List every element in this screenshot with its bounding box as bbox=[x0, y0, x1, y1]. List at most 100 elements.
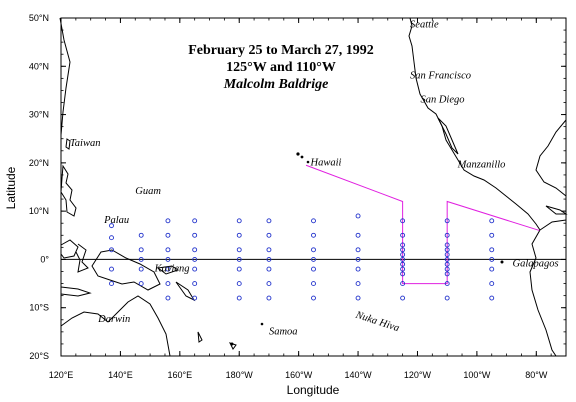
station-marker bbox=[192, 266, 198, 272]
place-label: Samoa bbox=[269, 326, 298, 337]
taiwan-outline bbox=[65, 138, 71, 150]
station-marker bbox=[489, 247, 495, 253]
station-marker bbox=[400, 295, 406, 301]
title-line-1: February 25 to March 27, 1992 bbox=[188, 43, 374, 58]
station-marker bbox=[138, 266, 144, 272]
station-marker bbox=[400, 256, 406, 262]
station-marker bbox=[489, 266, 495, 272]
station-marker bbox=[355, 256, 361, 262]
new-guinea-outline bbox=[91, 249, 161, 291]
station-marker bbox=[400, 266, 406, 272]
y-tick-label: 10°N bbox=[29, 206, 49, 216]
station-marker bbox=[355, 281, 361, 287]
station-marker bbox=[236, 256, 242, 262]
place-label: Hawaii bbox=[310, 157, 342, 168]
station-marker bbox=[138, 281, 144, 287]
station-marker bbox=[192, 256, 198, 262]
place-label: Palau bbox=[103, 215, 129, 226]
station-marker bbox=[266, 295, 272, 301]
fiji-island bbox=[230, 342, 234, 346]
hawaii-island-2 bbox=[300, 155, 304, 159]
y-tick-label: 40°N bbox=[29, 61, 49, 71]
station-marker bbox=[489, 281, 495, 287]
x-tick-label: 100°W bbox=[463, 370, 491, 380]
station-marker bbox=[266, 218, 272, 224]
station-marker bbox=[311, 247, 316, 253]
station-marker bbox=[109, 281, 114, 287]
station-marker bbox=[444, 266, 450, 272]
station-marker bbox=[192, 281, 198, 287]
stations-layer bbox=[109, 213, 495, 301]
station-marker bbox=[266, 232, 272, 238]
station-marker bbox=[266, 281, 272, 287]
x-tick-label: 120°W bbox=[404, 370, 432, 380]
station-marker bbox=[444, 252, 450, 258]
station-marker bbox=[165, 281, 171, 287]
station-marker bbox=[400, 242, 406, 248]
station-marker bbox=[444, 247, 450, 253]
station-marker bbox=[444, 281, 450, 287]
gulf-coast bbox=[535, 119, 567, 197]
y-tick-label: 20°N bbox=[29, 158, 49, 168]
place-label: Seattle bbox=[410, 20, 439, 31]
south-america-north bbox=[539, 219, 567, 231]
y-tick-label: 0° bbox=[40, 254, 49, 264]
station-marker bbox=[311, 218, 316, 224]
station-marker bbox=[192, 232, 198, 238]
title-line-3: Malcolm Baldrige bbox=[223, 77, 329, 92]
station-marker bbox=[355, 213, 361, 219]
station-marker bbox=[311, 295, 316, 301]
station-marker bbox=[192, 247, 198, 253]
station-marker bbox=[109, 247, 114, 253]
station-marker bbox=[138, 247, 144, 253]
x-tick-label: 80°W bbox=[525, 370, 548, 380]
station-marker bbox=[236, 232, 242, 238]
station-marker bbox=[400, 232, 406, 238]
place-label: San Francisco bbox=[410, 70, 471, 81]
station-marker bbox=[489, 295, 495, 301]
station-marker bbox=[165, 247, 171, 253]
indonesia-outline bbox=[60, 239, 89, 273]
station-marker bbox=[444, 256, 450, 262]
station-marker bbox=[489, 218, 495, 224]
place-label: Galapagos bbox=[513, 259, 559, 270]
cruise-track bbox=[305, 164, 540, 285]
place-label: San Diego bbox=[420, 95, 464, 106]
y-tick-label: 50°N bbox=[29, 13, 49, 23]
baja-outline bbox=[437, 117, 459, 155]
station-marker bbox=[192, 295, 198, 301]
station-marker bbox=[236, 247, 242, 253]
station-marker bbox=[192, 218, 198, 224]
station-marker bbox=[400, 281, 406, 287]
station-marker bbox=[266, 266, 272, 272]
station-marker bbox=[400, 261, 406, 267]
x-tick-label: 160°W bbox=[285, 370, 313, 380]
station-marker bbox=[236, 281, 242, 287]
station-marker bbox=[109, 266, 114, 272]
station-marker bbox=[138, 232, 144, 238]
x-tick-label: 160°E bbox=[168, 370, 193, 380]
x-tick-label: 140°W bbox=[344, 370, 372, 380]
station-marker bbox=[489, 232, 495, 238]
station-marker bbox=[311, 266, 316, 272]
south-america-coast bbox=[529, 229, 557, 357]
station-marker bbox=[165, 218, 171, 224]
station-marker bbox=[489, 256, 495, 262]
place-label: Kavieng bbox=[154, 264, 190, 275]
y-tick-label: 30°N bbox=[29, 110, 49, 120]
cruise-track-layer bbox=[305, 164, 540, 285]
station-marker bbox=[355, 295, 361, 301]
x-tick-label: 180°W bbox=[226, 370, 254, 380]
y-tick-label: 10°S bbox=[29, 303, 49, 313]
station-marker bbox=[444, 295, 450, 301]
hawaii-island-1 bbox=[296, 152, 300, 156]
java-outline bbox=[60, 286, 92, 297]
x-tick-label: 120°E bbox=[49, 370, 74, 380]
y-ticks: 50°N 40°N 30°N 20°N 10°N 0° 10°S 20°S bbox=[29, 13, 566, 361]
place-label: Taiwan bbox=[70, 138, 101, 149]
station-marker bbox=[400, 218, 406, 224]
place-label: Guam bbox=[135, 186, 161, 197]
station-marker bbox=[165, 232, 171, 238]
station-marker bbox=[311, 256, 316, 262]
